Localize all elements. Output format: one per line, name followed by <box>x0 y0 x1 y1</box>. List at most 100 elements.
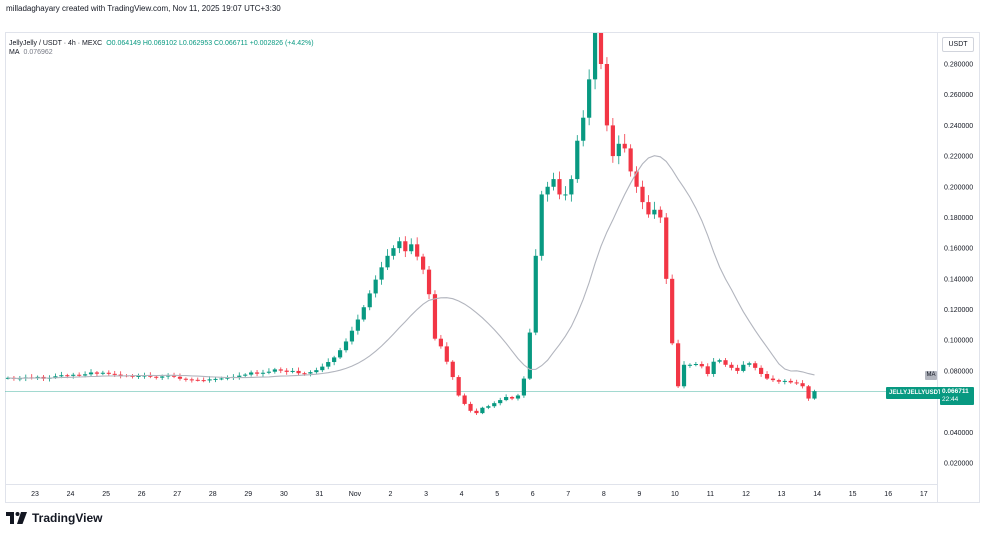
tradingview-logo-icon <box>6 512 27 524</box>
candle-body <box>741 364 746 371</box>
currency-selector[interactable]: USDT <box>942 37 974 52</box>
x-tick-label: 8 <box>602 491 606 498</box>
candle-body <box>592 33 598 80</box>
candle-body <box>343 341 349 351</box>
ma-label[interactable]: MA <box>9 49 20 56</box>
candle-body <box>136 375 141 377</box>
y-tick-label: 0.240000 <box>944 123 973 130</box>
candle-body <box>166 375 171 377</box>
x-tick-label: Nov <box>349 491 362 498</box>
candle-body <box>302 373 307 375</box>
candle-body <box>468 403 473 411</box>
candle-body <box>195 379 200 381</box>
candle-body <box>729 364 734 368</box>
candle-body <box>444 346 449 362</box>
candle-body <box>652 209 657 215</box>
candle-body <box>539 194 544 256</box>
symbol-line[interactable]: JellyJelly / USDT · 4h · MEXC <box>9 40 103 47</box>
candle-body <box>59 375 64 377</box>
candle-body <box>747 363 752 365</box>
tradingview-logo[interactable]: TradingView <box>6 511 102 525</box>
candle-body <box>770 378 776 381</box>
candle-body <box>492 403 497 407</box>
candle-body <box>219 378 224 380</box>
candle-body <box>254 372 260 374</box>
candle-body <box>806 386 811 399</box>
candle-body <box>474 410 479 414</box>
candle-body <box>284 370 289 372</box>
candle-body <box>100 372 105 374</box>
candle-body <box>415 244 420 257</box>
candle-body <box>699 364 704 367</box>
candle-body <box>664 217 669 279</box>
ma-value: 0.076962 <box>23 49 53 56</box>
candle-body <box>118 374 123 376</box>
candle-body <box>764 373 770 379</box>
y-tick-label: 0.040000 <box>944 430 973 437</box>
candle-body <box>610 125 615 157</box>
candle-body <box>515 395 521 399</box>
candle-body <box>812 391 817 399</box>
candle-body <box>207 379 212 381</box>
candle-body <box>201 380 206 382</box>
candle-body <box>171 375 177 377</box>
x-tick-label: 9 <box>637 491 641 498</box>
candle-body <box>361 307 366 320</box>
y-tick-label: 0.020000 <box>944 461 973 468</box>
y-tick-label: 0.120000 <box>944 307 973 314</box>
candle-body <box>486 406 491 408</box>
moving-average-line <box>7 155 815 379</box>
x-tick-label: 30 <box>280 491 288 498</box>
candle-countdown: 22:44 <box>942 396 959 403</box>
candle-body <box>308 372 313 374</box>
x-tick-label: 5 <box>495 491 499 498</box>
candle-body <box>456 377 461 396</box>
candle-body <box>409 244 414 252</box>
candle-body <box>332 357 337 363</box>
candle-body <box>616 143 621 157</box>
candle-body <box>355 319 360 331</box>
x-tick-label: 6 <box>531 491 535 498</box>
candle-body <box>432 294 438 339</box>
chart-frame <box>5 32 980 503</box>
y-tick-label: 0.160000 <box>944 246 973 253</box>
candle-body <box>65 375 70 377</box>
candle-body <box>82 374 88 376</box>
candle-body <box>675 343 681 387</box>
candle-body <box>498 400 503 404</box>
x-tick-label: 15 <box>849 491 857 498</box>
candle-body <box>604 64 610 126</box>
x-tick-label: 26 <box>138 491 146 498</box>
candle-body <box>551 179 556 187</box>
candle-body <box>391 248 396 256</box>
candle-body <box>681 364 687 387</box>
candle-body <box>575 140 580 180</box>
x-tick-label: 27 <box>173 491 181 498</box>
candle-body <box>266 371 272 373</box>
candle-body <box>272 369 277 372</box>
candle-body <box>326 362 331 367</box>
candle-body <box>587 79 592 118</box>
candle-body <box>800 383 805 387</box>
ohlc-values: O0.064149 H0.069102 L0.062953 C0.066711 … <box>106 40 314 47</box>
candle-body <box>640 186 645 203</box>
candle-body <box>480 407 485 414</box>
last-price-value: 0.066711 <box>942 388 969 395</box>
x-tick-label: 14 <box>813 491 821 498</box>
x-tick-label: 31 <box>316 491 324 498</box>
x-tick-label: 10 <box>671 491 679 498</box>
candle-body <box>634 171 639 187</box>
x-tick-label: 12 <box>742 491 750 498</box>
x-tick-label: 7 <box>566 491 570 498</box>
x-tick-label: 2 <box>389 491 393 498</box>
candle-body <box>687 364 693 366</box>
candle-body <box>705 366 710 374</box>
y-tick-label: 0.140000 <box>944 276 973 283</box>
candle-body <box>349 330 355 342</box>
candle-body <box>148 375 153 377</box>
candle-body <box>385 255 390 268</box>
candle-body <box>296 370 301 374</box>
candle-body <box>290 370 295 372</box>
candle-body <box>545 186 550 195</box>
